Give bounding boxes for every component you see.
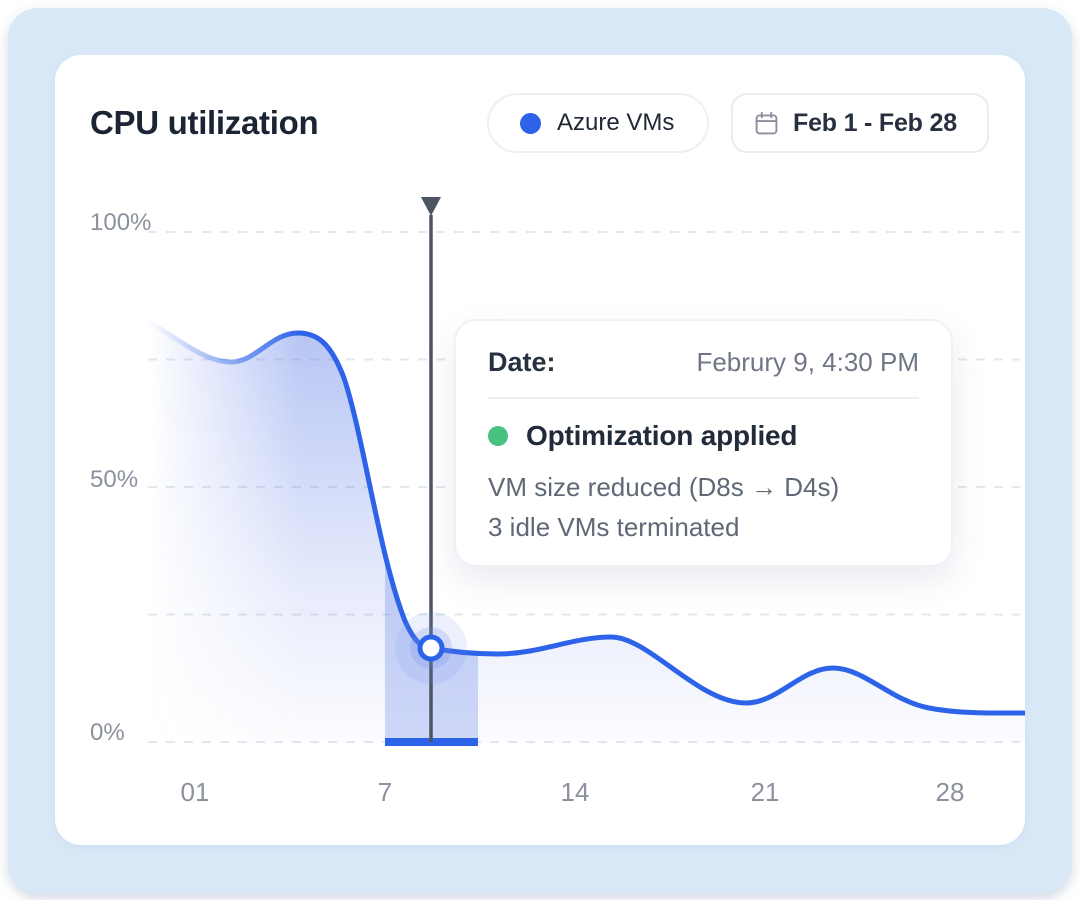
date-range-label: Feb 1 - Feb 28 bbox=[793, 108, 957, 137]
ytick-50: 50% bbox=[90, 466, 139, 493]
event-tooltip: Date: Februry 9, 4:30 PM Optimization ap… bbox=[454, 319, 953, 567]
xtick-14: 14 bbox=[560, 777, 590, 807]
calendar-icon bbox=[755, 111, 778, 134]
xtick-7: 7 bbox=[377, 777, 393, 807]
highlight-band bbox=[385, 554, 478, 742]
tooltip-detail-line: 3 idle VMs terminated bbox=[488, 512, 740, 542]
tooltip-date-value: Februry 9, 4:30 PM bbox=[696, 347, 919, 377]
marker-point bbox=[417, 634, 445, 662]
date-range-picker[interactable]: Feb 1 - Feb 28 bbox=[731, 93, 989, 153]
tooltip-event-title: Optimization applied bbox=[526, 420, 798, 451]
cpu-utilization-card: CPU utilization Azure VMs Feb 1 - Feb 28 bbox=[55, 55, 1025, 845]
cpu-series bbox=[145, 319, 1025, 742]
optimization-status-dot-icon bbox=[488, 426, 508, 446]
page-title: CPU utilization bbox=[90, 104, 319, 141]
legend-dot-icon bbox=[520, 112, 541, 134]
marker-arrow-icon bbox=[421, 197, 441, 216]
legend-label: Azure VMs bbox=[557, 109, 675, 136]
dashboard-panel: CPU utilization Azure VMs Feb 1 - Feb 28 bbox=[8, 8, 1072, 893]
tooltip-date-label: Date: bbox=[488, 347, 556, 377]
cpu-line bbox=[145, 319, 1025, 716]
tooltip-divider bbox=[488, 397, 919, 399]
xtick-28: 28 bbox=[935, 777, 965, 807]
tooltip-detail-line: VM size reduced (D8s → D4s) bbox=[488, 472, 840, 502]
xtick-01: 01 bbox=[180, 777, 210, 807]
legend-azure-vms[interactable]: Azure VMs bbox=[487, 93, 709, 153]
ytick-0: 0% bbox=[90, 719, 125, 746]
ytick-100: 100% bbox=[90, 209, 152, 236]
xtick-21: 21 bbox=[750, 777, 780, 807]
area-fill bbox=[148, 322, 1025, 742]
